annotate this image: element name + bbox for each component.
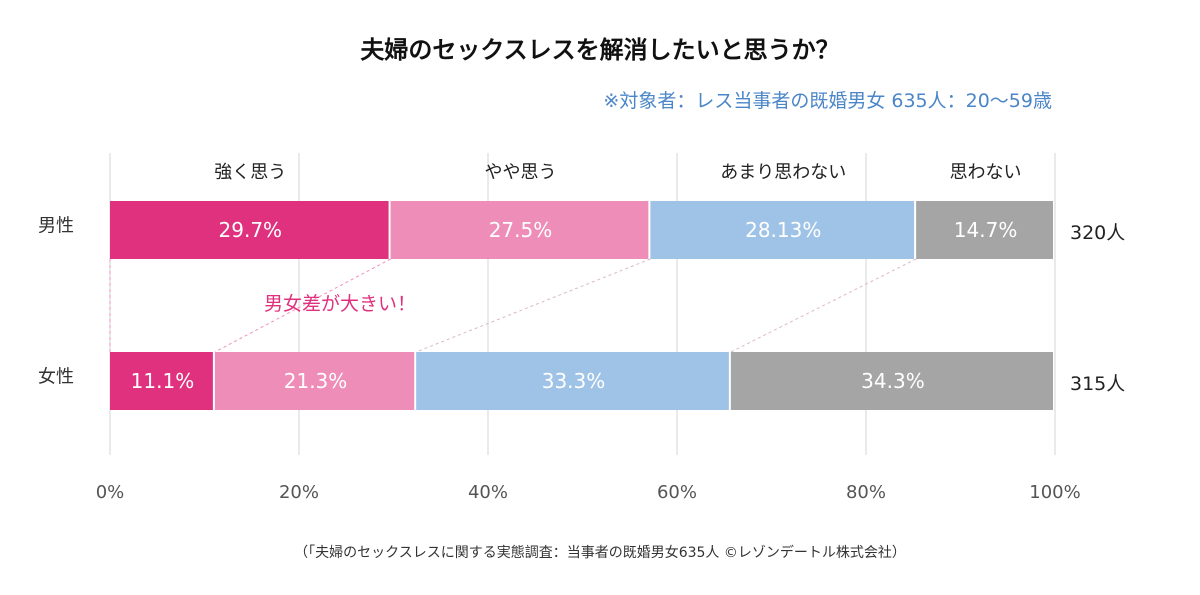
legend-label: 強く思う	[214, 162, 286, 183]
bars	[110, 201, 1053, 410]
total-label: 320人	[1070, 222, 1125, 244]
x-tick-label: 40%	[468, 482, 508, 503]
labels: 0% 20% 40% 60% 80% 100% 29.7% 27.5% 28.13% 14.7% 男…	[38, 162, 1125, 503]
connector-line	[415, 258, 651, 353]
legend-label: あまり思わない	[720, 162, 846, 183]
x-tick-label: 80%	[846, 482, 886, 503]
category-label: 男性	[38, 216, 74, 237]
legend-label: やや思う	[484, 162, 556, 183]
data-label: 21.3%	[284, 369, 348, 393]
connector-lines	[109, 258, 917, 353]
bar-segment	[916, 201, 1053, 259]
data-label: 34.3%	[861, 369, 925, 393]
data-label: 11.1%	[131, 369, 195, 393]
bar-segment	[730, 352, 1053, 410]
bar-segment	[416, 352, 729, 410]
data-label: 29.7%	[219, 218, 283, 242]
x-tick-label: 100%	[1029, 482, 1080, 503]
bar-segment	[390, 201, 649, 259]
bar-segment	[650, 201, 915, 259]
legend-label: 思わない	[950, 162, 1022, 183]
chart-subtitle: ※対象者：レス当事者の既婚男女 635人：20〜59歳	[603, 90, 1052, 112]
bar-segment	[110, 201, 389, 259]
x-tick-label: 20%	[279, 482, 319, 503]
data-label: 28.13%	[745, 218, 821, 242]
data-label: 33.3%	[542, 369, 606, 393]
annotation: 男女差が大きい！	[264, 293, 416, 315]
x-tick-label: 0%	[96, 482, 125, 503]
data-label: 27.5%	[489, 218, 553, 242]
source-note: （「夫婦のセックスレスに関する実態調査：当事者の既婚男女635人 ©レゾンデート…	[294, 545, 906, 561]
total-label: 315人	[1070, 373, 1125, 395]
category-label: 女性	[38, 367, 74, 388]
x-tick-label: 60%	[657, 482, 697, 503]
data-label: 14.7%	[954, 218, 1018, 242]
chart-title: 夫婦のセックスレスを解消したいと思うか？	[360, 36, 840, 64]
connector-line	[730, 258, 917, 353]
bar-segment	[110, 352, 213, 410]
bar-segment	[214, 352, 415, 410]
